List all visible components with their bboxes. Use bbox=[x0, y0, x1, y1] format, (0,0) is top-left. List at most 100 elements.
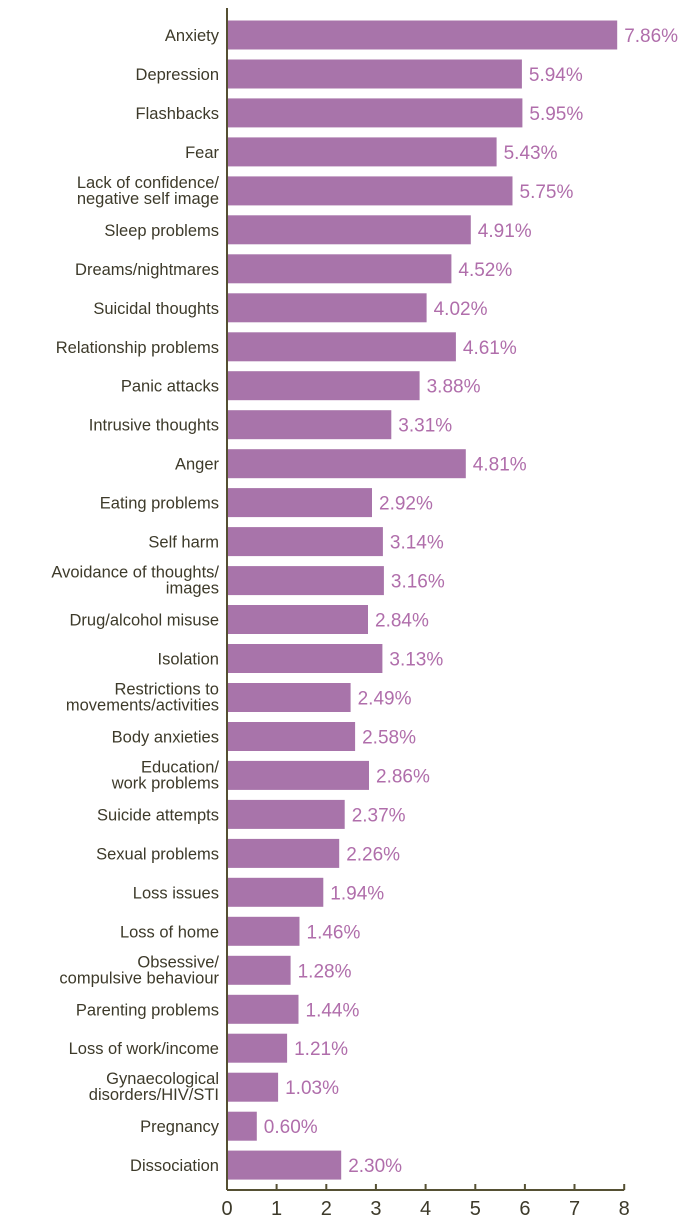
bar-value-label: 1.94% bbox=[330, 883, 384, 904]
bar-value-label: 3.14% bbox=[390, 533, 444, 554]
bar-value-label: 2.26% bbox=[346, 844, 400, 865]
bar bbox=[227, 98, 523, 128]
category-label: Pregnancy bbox=[140, 1118, 220, 1136]
category-label: Fear bbox=[185, 144, 219, 162]
bar bbox=[227, 20, 618, 50]
bar-value-label: 2.92% bbox=[379, 494, 433, 515]
bar-value-label: 4.81% bbox=[473, 455, 527, 476]
category-label: Body anxieties bbox=[112, 729, 219, 747]
category-label: Flashbacks bbox=[136, 105, 219, 123]
x-tick-label: 4 bbox=[420, 1198, 431, 1220]
bar bbox=[227, 916, 300, 946]
bar-value-label: 5.95% bbox=[529, 104, 583, 125]
bar-value-label: 4.52% bbox=[458, 260, 512, 281]
bar-value-label: 1.03% bbox=[285, 1078, 339, 1099]
category-label: Loss of home bbox=[120, 923, 219, 941]
bar bbox=[227, 410, 392, 440]
x-tick-label: 0 bbox=[221, 1198, 232, 1220]
category-label: Suicide attempts bbox=[97, 806, 219, 824]
category-label: Avoidance of thoughts/images bbox=[51, 564, 219, 598]
bar-value-label: 5.75% bbox=[520, 182, 574, 203]
x-tick-label: 8 bbox=[619, 1198, 630, 1220]
category-label: Dreams/nightmares bbox=[75, 261, 219, 279]
category-label-line: work problems bbox=[111, 774, 219, 792]
category-label: Intrusive thoughts bbox=[89, 417, 219, 435]
category-label: Gynaecological disorders/HIV/STI bbox=[89, 1070, 219, 1104]
bar-value-label: 2.30% bbox=[348, 1156, 402, 1177]
bar bbox=[227, 1111, 257, 1141]
bar bbox=[227, 955, 291, 985]
bar-value-label: 4.91% bbox=[478, 221, 532, 242]
bar bbox=[227, 877, 324, 907]
category-label: Depression bbox=[136, 66, 219, 84]
x-tick-label: 1 bbox=[271, 1198, 282, 1220]
bar-value-label: 3.31% bbox=[398, 416, 452, 437]
bar bbox=[227, 994, 299, 1024]
bar bbox=[227, 527, 383, 557]
x-tick-label: 3 bbox=[370, 1198, 381, 1220]
category-label-line: compulsive behaviour bbox=[59, 969, 219, 987]
bar bbox=[227, 59, 522, 89]
bar bbox=[227, 1033, 288, 1063]
category-label: Loss issues bbox=[133, 884, 219, 902]
bar bbox=[227, 760, 369, 790]
category-label: Suicidal thoughts bbox=[93, 300, 219, 318]
category-label: Dissociation bbox=[130, 1157, 219, 1175]
category-labels: Anxiety Depression Flashbacks Fear Lack of c… bbox=[51, 27, 219, 1175]
x-tick-label: 6 bbox=[519, 1198, 530, 1220]
bar-value-label: 0.60% bbox=[264, 1117, 318, 1138]
bar-value-label: 1.44% bbox=[306, 1000, 360, 1021]
bar-value-label: 7.86% bbox=[624, 26, 678, 47]
category-label: Obsessive/compulsive behaviour bbox=[59, 953, 219, 987]
bar bbox=[227, 215, 471, 245]
bar bbox=[227, 254, 452, 284]
category-label: Relationship problems bbox=[56, 339, 219, 357]
bar-value-label: 3.16% bbox=[391, 572, 445, 593]
category-label: Sleep problems bbox=[104, 222, 219, 240]
bar bbox=[227, 332, 456, 362]
bar-value-label: 2.86% bbox=[376, 766, 430, 787]
bar-value-label: 5.94% bbox=[529, 65, 583, 86]
category-label: Drug/alcohol misuse bbox=[70, 612, 219, 630]
category-label: Lack of confidence/negative self image bbox=[77, 174, 220, 208]
bar-value-label: 2.84% bbox=[375, 611, 429, 632]
category-label: Anger bbox=[175, 456, 220, 474]
category-label: Education/work problems bbox=[111, 758, 220, 792]
category-label: Isolation bbox=[158, 651, 219, 669]
category-label: Sexual problems bbox=[96, 845, 219, 863]
bar bbox=[227, 644, 383, 673]
category-label: Anxiety bbox=[165, 27, 220, 45]
bar-value-label: 3.13% bbox=[389, 650, 443, 671]
x-tick-label: 7 bbox=[569, 1198, 580, 1220]
bar-value-label: 2.37% bbox=[352, 805, 406, 826]
bar-value-label: 2.49% bbox=[358, 689, 412, 710]
bar bbox=[227, 1072, 279, 1102]
bar bbox=[227, 293, 427, 323]
bar-value-label: 4.02% bbox=[434, 299, 488, 320]
bar bbox=[227, 137, 497, 167]
bar bbox=[227, 449, 466, 479]
bar-value-label: 2.58% bbox=[362, 728, 416, 749]
category-label: Parenting problems bbox=[76, 1001, 219, 1019]
bar-value-label: 1.21% bbox=[294, 1039, 348, 1060]
category-label-line: Gynaecological bbox=[106, 1070, 219, 1088]
bar bbox=[227, 371, 420, 401]
bar-value-label: 1.28% bbox=[298, 961, 352, 982]
bar bbox=[227, 488, 372, 518]
category-label: Restrictions to movements/activities bbox=[66, 681, 219, 715]
bar-value-label: 4.61% bbox=[463, 338, 517, 359]
category-label-line: Restrictions to bbox=[114, 681, 219, 699]
x-axis: 0 1 2 3 4 5 6 7 8 bbox=[221, 8, 630, 1220]
category-label-line: Obsessive/ bbox=[137, 953, 219, 971]
bar-value-label: 1.46% bbox=[307, 922, 361, 943]
value-labels: 7.86% 5.94% 5.95% 5.43% 5.75% 4.91% 4.52% 4.02%… bbox=[264, 26, 678, 1177]
x-tick-label: 5 bbox=[470, 1198, 481, 1220]
bars-layer bbox=[227, 20, 618, 1180]
bar bbox=[227, 1150, 342, 1180]
bar bbox=[227, 799, 345, 829]
category-label-line: negative self image bbox=[77, 190, 219, 208]
category-label: Eating problems bbox=[100, 495, 219, 513]
bar bbox=[227, 722, 356, 751]
category-label: Panic attacks bbox=[121, 378, 219, 396]
